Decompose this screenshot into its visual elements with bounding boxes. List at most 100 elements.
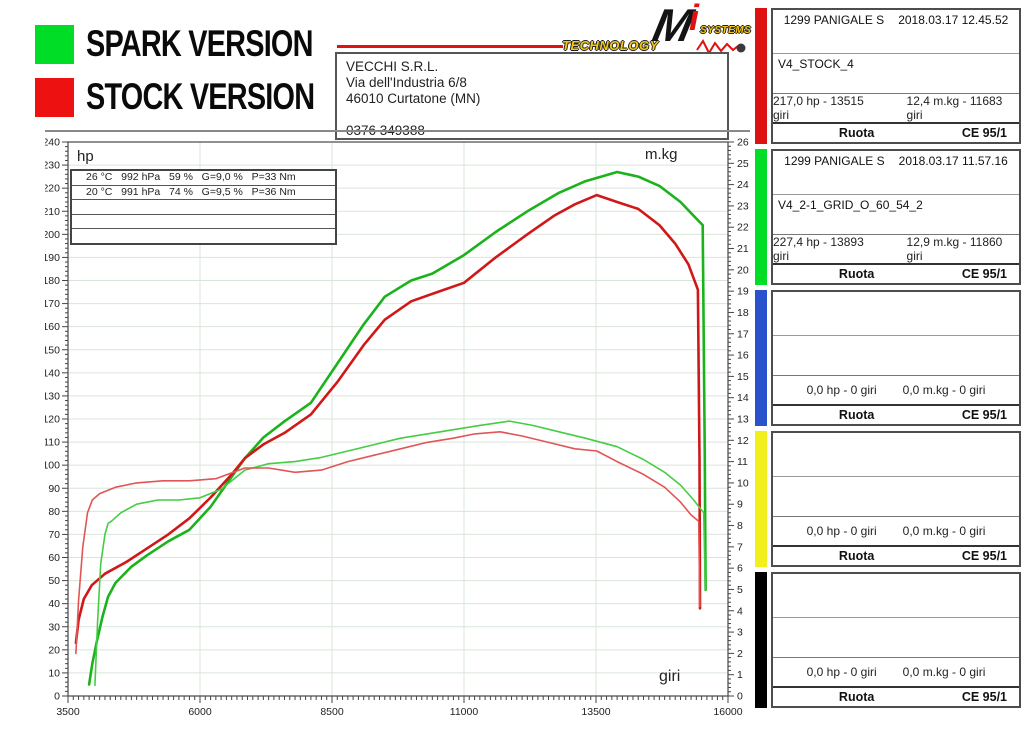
run-title-row [773,433,1019,477]
left-axis-tick-label: 200 [45,229,60,241]
right-axis-tick-label: 7 [737,541,743,553]
wheel-label: Ruota [838,549,875,563]
right-axis-tick-label: 10 [737,477,749,489]
certification-label: CE 95/1 [961,549,1007,563]
run-name [773,618,1019,658]
dyno-chart-canvas: 0102030405060708090100110120130140150160… [45,137,749,719]
stock-color-swatch [35,77,74,117]
run-values-row: 217,0 hp - 13515 giri 12,4 m.kg - 11683 … [773,94,1019,124]
left-axis-tick-label: 90 [48,483,60,495]
x-axis-tick-label: 8500 [320,706,344,718]
right-axis-tick-label: 16 [737,350,749,362]
left-axis-tick-label: 140 [45,367,60,379]
run-peak-torque: 12,9 m.kg - 11860 giri [906,235,1003,263]
left-axis-tick-label: 100 [45,460,60,472]
run-panel-3[interactable]: 0,0 hp - 0 giri 0,0 m.kg - 0 giri Ruota … [755,290,1021,426]
right-axis-tick-label: 26 [737,137,749,149]
run-datetime: 2018.03.17 12.45.52 [898,13,1009,27]
env-row: 26 °C 992 hPa 59 % G=9,0 % P=33 Nm [72,171,335,186]
shop-address-box: VECCHI S.R.L. Via dell'Industria 6/8 460… [335,52,729,140]
dyno-curve-stock-torque-mkg [75,430,701,655]
right-axis-tick-label: 11 [737,456,748,468]
right-axis-tick-label: 23 [737,200,749,212]
left-axis-tick-label: 170 [45,298,60,310]
stock-version-label: STOCK VERSION [86,76,315,117]
right-axis-tick-label: 25 [737,158,749,170]
wheel-label: Ruota [838,126,875,140]
left-axis-tick-label: 30 [48,621,60,633]
run-name: V4_STOCK_4 [773,54,1019,94]
env-row: 20 °C 991 hPa 74 % G=9,5 % P=36 Nm [72,186,335,200]
left-axis-tick-label: 0 [54,691,60,703]
left-axis-tick-label: 20 [48,644,60,656]
run-color-bar [755,8,767,144]
run-panel-5[interactable]: 0,0 hp - 0 giri 0,0 m.kg - 0 giri Ruota … [755,572,1021,708]
run-peak-power: 0,0 hp - 0 giri [806,524,877,538]
run-footer-row: Ruota CE 95/1 [773,547,1019,565]
right-axis-tick-label: 3 [737,627,743,639]
run-panel-1[interactable]: 1299 PANIGALE S 2018.03.17 12.45.52 V4_S… [755,8,1021,144]
right-axis-tick-label: 12 [737,435,749,447]
spark-version-label: SPARK VERSION [86,23,313,64]
run-peak-torque: 12,4 m.kg - 11683 giri [906,94,1003,122]
left-axis-title: hp [77,148,94,165]
run-title-row: 1299 PANIGALE S 2018.03.17 12.45.52 [773,10,1019,54]
brand-rule-line [337,45,563,48]
run-values-row: 0,0 hp - 0 giri 0,0 m.kg - 0 giri [773,517,1019,547]
run-title-row [773,292,1019,336]
run-footer-row: Ruota CE 95/1 [773,124,1019,142]
dyno-curve-spark-torque-mkg [94,420,707,687]
run-values-row: 227,4 hp - 13893 giri 12,9 m.kg - 11860 … [773,235,1019,265]
waveform-icon [696,39,746,56]
run-footer-row: Ruota CE 95/1 [773,406,1019,424]
shop-city: 46010 Curtatone (MN) [346,91,481,106]
run-peak-power: 0,0 hp - 0 giri [806,665,877,679]
x-axis-tick-label: 3500 [56,706,80,718]
logo-systems-text: SYSTEMS [700,25,752,36]
run-panel-2[interactable]: 1299 PANIGALE S 2018.03.17 11.57.16 V4_2… [755,149,1021,285]
run-panel-box: 1299 PANIGALE S 2018.03.17 12.45.52 V4_S… [771,8,1021,144]
x-axis-tick-label: 11000 [450,706,479,718]
right-axis-tick-label: 22 [737,222,749,234]
x-axis-tick-label: 13500 [581,706,610,718]
dyno-curve-spark-power-hp [87,170,707,686]
right-axis-tick-label: 20 [737,264,749,276]
right-axis-tick-label: 2 [737,648,743,660]
left-axis-tick-label: 190 [45,252,60,264]
gear-icon [736,43,746,53]
right-axis-tick-label: 5 [737,584,743,596]
environment-data-table: 26 °C 992 hPa 59 % G=9,0 % P=33 Nm 20 °C… [70,169,337,245]
right-axis-tick-label: 6 [737,563,743,575]
run-panel-box: 0,0 hp - 0 giri 0,0 m.kg - 0 giri Ruota … [771,290,1021,426]
right-axis-tick-label: 21 [737,243,749,255]
right-axis-tick-label: 1 [737,669,743,681]
logo-i-mark: i [689,0,700,38]
right-axis-title: m.kg [645,146,678,163]
run-peak-power: 227,4 hp - 13893 giri [773,235,864,263]
certification-label: CE 95/1 [961,408,1007,422]
right-axis-tick-label: 15 [737,371,749,383]
env-row [72,215,335,229]
run-title-row: 1299 PANIGALE S 2018.03.17 11.57.16 [773,151,1019,195]
left-axis-tick-label: 210 [45,206,60,218]
run-model: 1299 PANIGALE S [783,13,885,27]
certification-label: CE 95/1 [961,126,1007,140]
right-axis-tick-label: 4 [737,605,743,617]
run-name [773,477,1019,517]
run-values-row: 0,0 hp - 0 giri 0,0 m.kg - 0 giri [773,658,1019,688]
run-model: 1299 PANIGALE S [784,154,885,168]
left-axis-tick-label: 230 [45,160,60,172]
run-peak-power: 217,0 hp - 13515 giri [773,94,864,122]
run-color-bar [755,572,767,708]
wheel-label: Ruota [838,408,875,422]
run-name [773,336,1019,376]
right-axis-tick-label: 8 [737,520,743,532]
left-axis-tick-label: 220 [45,183,60,195]
left-axis-tick-label: 150 [45,344,60,356]
run-title-row [773,574,1019,618]
env-row [72,229,335,243]
dyno-chart-panel: 0 10 20 30 40 50 60 70 80 90 100 110 120 130 140 150 160… [45,130,750,731]
run-peak-torque: 0,0 m.kg - 0 giri [902,383,986,397]
left-axis-tick-label: 180 [45,275,60,287]
run-panel-4[interactable]: 0,0 hp - 0 giri 0,0 m.kg - 0 giri Ruota … [755,431,1021,567]
